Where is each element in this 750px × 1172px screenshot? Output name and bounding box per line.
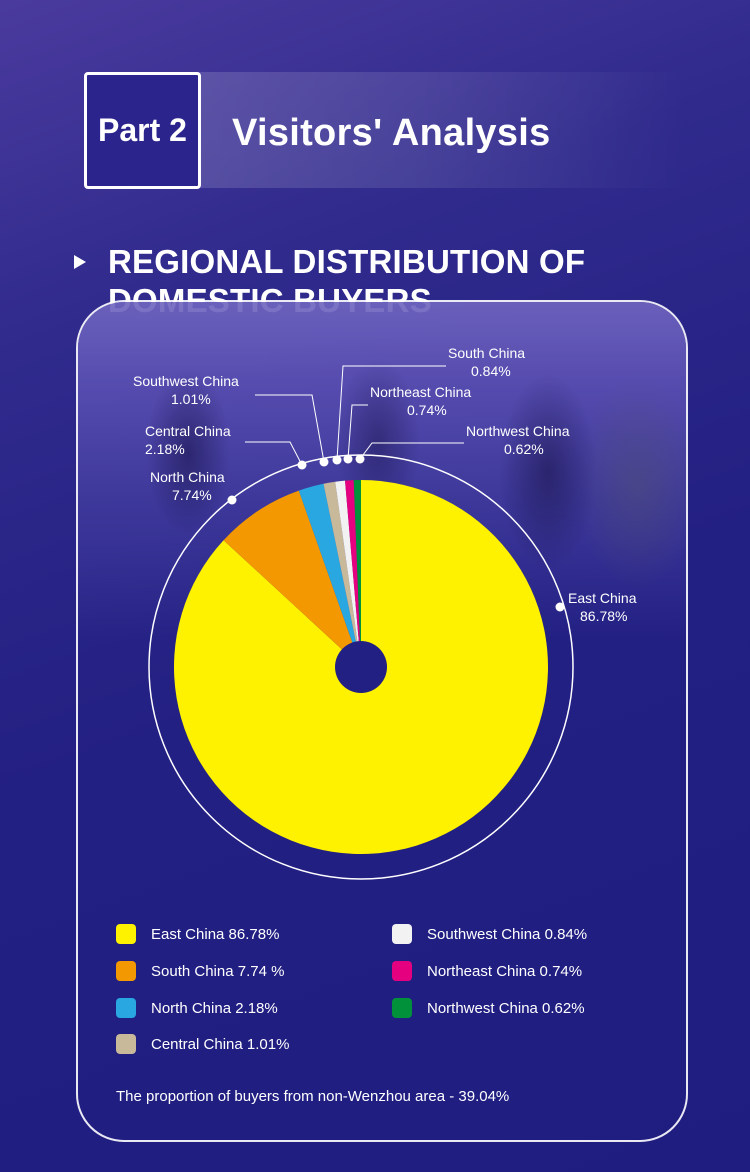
part-label: Part 2	[98, 112, 187, 148]
legend-swatch	[116, 1034, 136, 1054]
data-label-category: Northwest China	[466, 423, 570, 439]
chart-legend: East China 86.78% South China 7.74 % North…	[116, 924, 676, 1064]
data-label-category: Southwest China	[133, 373, 239, 389]
page-title: Visitors' Analysis	[232, 112, 551, 154]
callout-dot	[227, 495, 237, 505]
legend-swatch	[392, 998, 412, 1018]
chart-center-hole	[335, 641, 387, 693]
legend-swatch	[116, 998, 136, 1018]
callout-line	[336, 365, 446, 461]
part-badge: Part 2	[84, 72, 201, 189]
data-label-value: 2.18%	[145, 441, 185, 457]
callout-line	[255, 394, 325, 463]
data-label-value: 0.84%	[471, 363, 511, 379]
data-label-value: 86.78%	[580, 608, 627, 624]
data-label-category: South China	[448, 345, 525, 361]
legend-item: East China 86.78%	[116, 924, 279, 944]
callout-dot	[297, 460, 307, 470]
legend-label: Northeast China 0.74%	[427, 962, 583, 980]
pie-slice-northwest-china	[353, 480, 361, 667]
legend-item: Northeast China 0.74%	[392, 961, 582, 981]
legend-label: East China 86.78%	[151, 925, 280, 943]
legend-item: Central China 1.01%	[116, 1034, 289, 1054]
pie-slice-central-china	[298, 483, 361, 667]
pie-slice-southwest-china	[323, 481, 361, 667]
callout-dot	[555, 602, 565, 612]
callout-line	[347, 404, 368, 460]
footnote: The proportion of buyers from non-Wenzho…	[116, 1088, 510, 1105]
legend-label: North China 2.18%	[151, 999, 278, 1017]
callout-dot	[332, 455, 342, 465]
data-label-category: East China	[568, 590, 637, 606]
pie-slice-south-china	[335, 480, 361, 667]
callout-dot	[319, 457, 329, 467]
data-label-value: 0.74%	[407, 402, 447, 418]
legend-item: Northwest China 0.62%	[392, 998, 585, 1018]
data-label-value: 7.74%	[172, 487, 212, 503]
legend-swatch	[116, 961, 136, 981]
legend-swatch	[116, 924, 136, 944]
pie-slice-northeast-china	[345, 480, 361, 667]
data-label-category: North China	[150, 469, 225, 485]
legend-item: Southwest China 0.84%	[392, 924, 587, 944]
legend-item: North China 2.18%	[116, 998, 278, 1018]
data-label-value: 1.01%	[171, 391, 211, 407]
callout-line	[245, 441, 303, 466]
callout-line	[359, 442, 464, 460]
data-label-category: Central China	[145, 423, 231, 439]
legend-label: Southwest China 0.84%	[427, 925, 588, 943]
legend-label: South China 7.74 %	[151, 962, 285, 980]
data-label-category: Northeast China	[370, 384, 471, 400]
callout-dot	[355, 454, 365, 464]
legend-item: South China 7.74 %	[116, 961, 284, 981]
legend-swatch	[392, 961, 412, 981]
legend-label: Central China 1.01%	[151, 1035, 290, 1053]
pie-callouts: East China 86.78% North China 7.74% Central …	[133, 345, 637, 624]
triangle-bullet-icon	[74, 255, 86, 269]
legend-swatch	[392, 924, 412, 944]
callout-dot	[343, 454, 353, 464]
data-label-value: 0.62%	[504, 441, 544, 457]
legend-label: Northwest China 0.62%	[427, 999, 585, 1017]
pie-slice-north-china	[223, 490, 361, 667]
